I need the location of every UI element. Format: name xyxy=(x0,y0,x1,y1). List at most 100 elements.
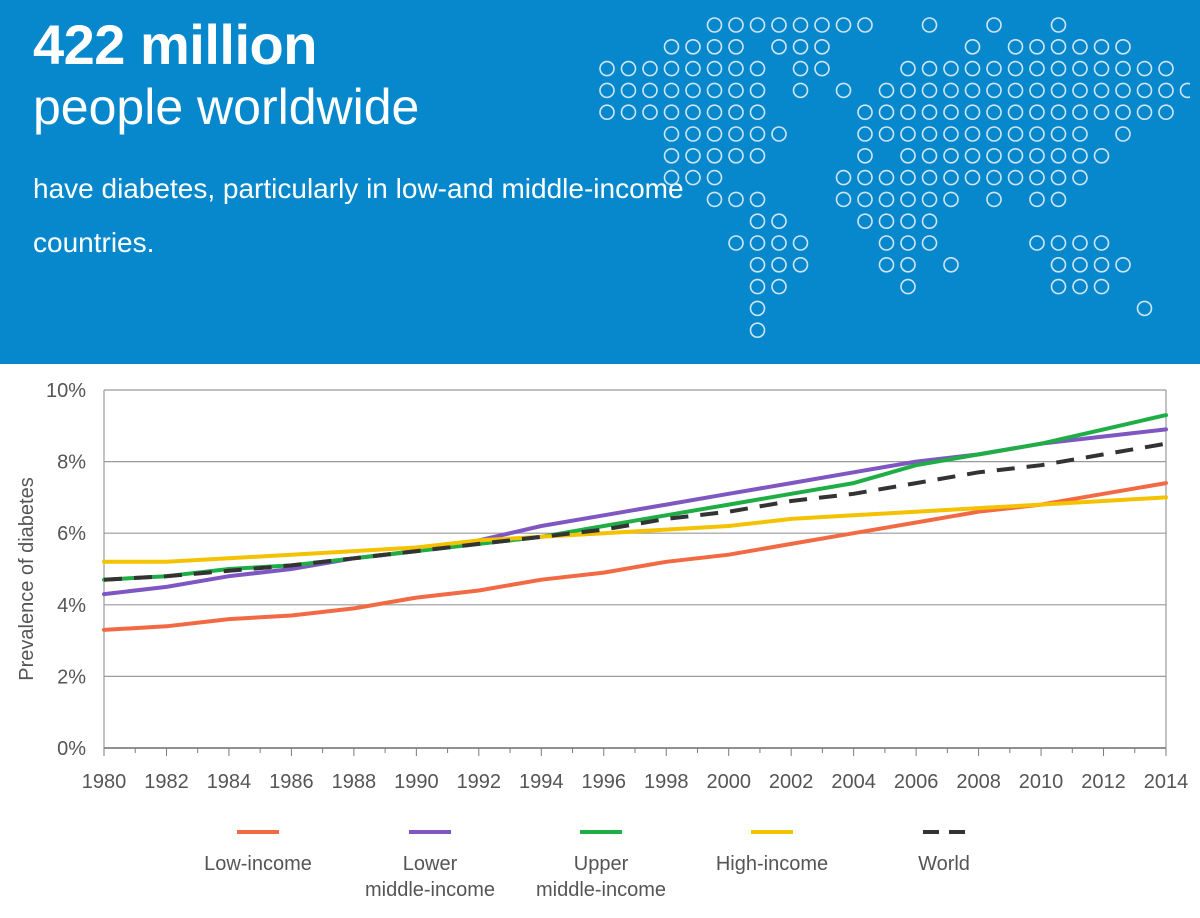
map-dot xyxy=(620,104,637,120)
map-dot xyxy=(1050,257,1067,273)
map-dot xyxy=(620,60,637,77)
map-dot xyxy=(1050,17,1067,33)
map-dot xyxy=(685,60,701,77)
map-dot xyxy=(771,235,787,251)
map-dot xyxy=(1093,104,1110,120)
map-dot xyxy=(943,60,959,77)
map-dot xyxy=(878,82,895,99)
map-dot xyxy=(1050,235,1067,251)
series-line-high-income xyxy=(102,495,1168,564)
x-tick-label: 1992 xyxy=(457,771,502,793)
map-dot xyxy=(1029,191,1045,208)
y-tick-label: 10% xyxy=(46,380,86,402)
map-dot xyxy=(900,235,916,251)
map-dot xyxy=(1029,38,1045,55)
map-dot xyxy=(599,104,615,120)
map-dot xyxy=(1072,104,1088,120)
map-dot xyxy=(749,278,766,295)
map-dot xyxy=(878,257,895,273)
map-dot xyxy=(1115,126,1131,142)
map-dot xyxy=(620,82,637,99)
map-dot xyxy=(663,169,680,186)
map-dot xyxy=(706,17,723,33)
map-dot xyxy=(986,148,1002,164)
map-dot xyxy=(728,104,744,120)
map-dot xyxy=(749,191,766,208)
map-dot xyxy=(1072,169,1088,186)
y-tick-label: 2% xyxy=(57,666,86,688)
x-tick-label: 1996 xyxy=(582,771,627,793)
map-dot xyxy=(921,235,938,251)
map-dot xyxy=(706,148,723,164)
map-dot xyxy=(857,148,873,164)
map-dot xyxy=(921,17,938,33)
map-dot xyxy=(1050,148,1067,164)
map-dot xyxy=(685,148,701,164)
map-dot xyxy=(1093,148,1110,164)
map-dot xyxy=(900,82,916,99)
map-dot xyxy=(663,104,680,120)
x-tick-label: 1988 xyxy=(332,771,377,793)
x-tick-label: 2010 xyxy=(1019,771,1064,793)
map-dot xyxy=(771,278,787,295)
y-tick-label: 4% xyxy=(57,595,86,617)
map-dot xyxy=(964,38,981,55)
map-dot xyxy=(1158,82,1174,99)
map-dot xyxy=(1050,82,1067,99)
map-dot xyxy=(921,213,938,229)
map-dot xyxy=(1072,38,1088,55)
map-dot xyxy=(1093,235,1110,251)
map-dot xyxy=(986,104,1002,120)
map-dot xyxy=(900,60,916,77)
map-dot xyxy=(771,257,787,273)
map-dot xyxy=(685,104,701,120)
map-dot xyxy=(706,191,723,208)
diabetes-prevalence-chart: 1980 1982 1984 1986 1988 1990 1992 1994 1996 1998… xyxy=(16,380,1188,901)
map-dot xyxy=(986,191,1002,208)
map-dot xyxy=(749,257,766,273)
map-dot xyxy=(921,126,938,142)
map-dot xyxy=(943,169,959,186)
map-dot xyxy=(900,213,916,229)
map-dot xyxy=(986,169,1002,186)
map-dot xyxy=(964,104,981,120)
map-dot xyxy=(1136,60,1153,77)
map-dot xyxy=(685,169,701,186)
map-dot xyxy=(1050,38,1067,55)
map-dot xyxy=(706,82,723,99)
map-dot xyxy=(857,104,873,120)
legend-label: middle-income xyxy=(536,879,666,901)
map-dot xyxy=(685,82,701,99)
map-dot xyxy=(792,17,809,33)
subheadline: people worldwide xyxy=(33,79,420,135)
map-dot xyxy=(1072,278,1088,295)
map-dot xyxy=(1072,257,1088,273)
map-dot xyxy=(771,17,787,33)
map-dot xyxy=(1029,169,1045,186)
map-dot xyxy=(728,60,744,77)
map-dot xyxy=(1007,38,1024,55)
legend-label: Lower xyxy=(403,853,458,875)
map-dot xyxy=(900,278,916,295)
map-dot xyxy=(835,191,852,208)
map-dot xyxy=(728,38,744,55)
map-dot xyxy=(921,169,938,186)
map-dot xyxy=(642,82,658,99)
map-dot xyxy=(685,38,701,55)
map-dot xyxy=(728,126,744,142)
map-dot xyxy=(749,126,766,142)
map-dot xyxy=(857,17,873,33)
map-dot xyxy=(642,104,658,120)
map-dot xyxy=(663,148,680,164)
map-dot xyxy=(685,126,701,142)
map-dot xyxy=(921,60,938,77)
legend-label: World xyxy=(918,853,970,875)
map-dot xyxy=(663,126,680,142)
map-dot xyxy=(857,191,873,208)
map-dot xyxy=(857,213,873,229)
map-dot xyxy=(964,60,981,77)
map-dot xyxy=(706,169,723,186)
legend-label: Low-income xyxy=(204,853,312,875)
map-dot xyxy=(1136,300,1153,317)
map-dot xyxy=(814,60,830,77)
